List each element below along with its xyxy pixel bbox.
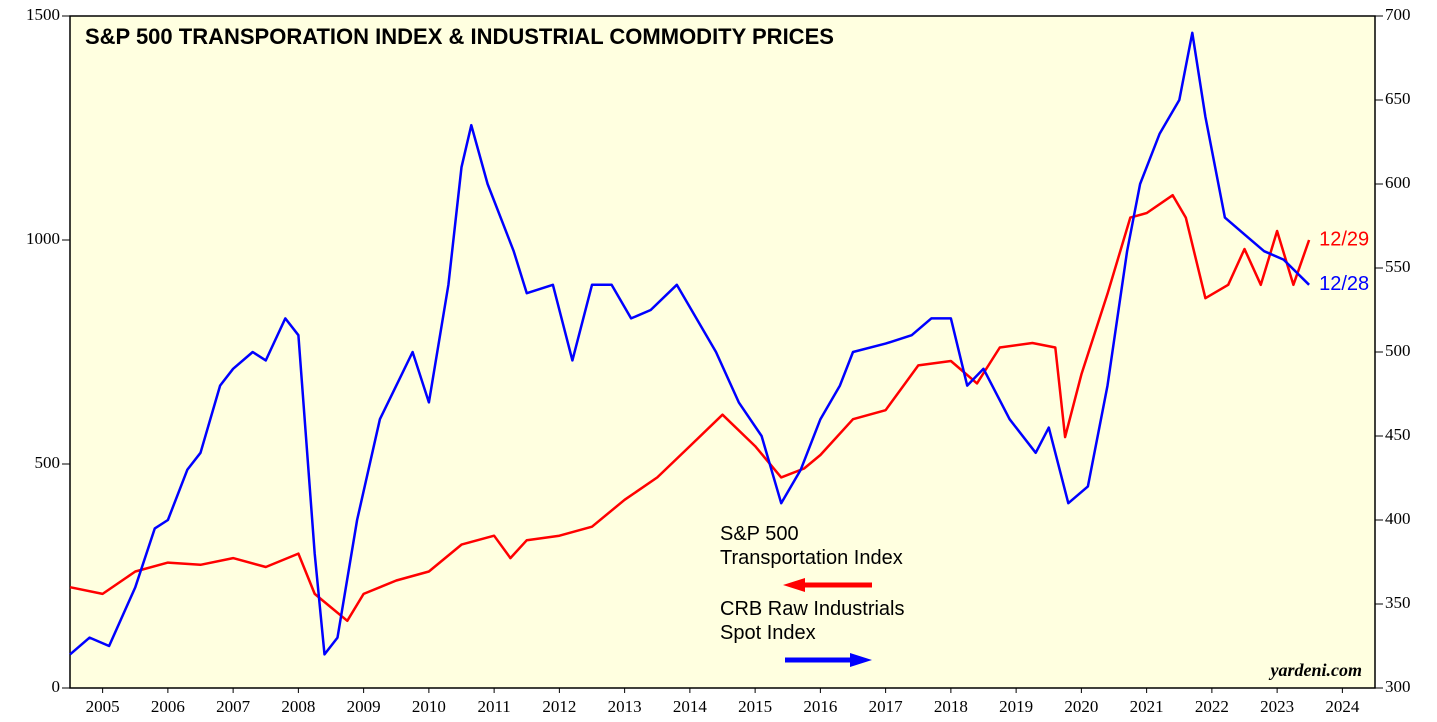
x-tick-label: 2005	[86, 697, 120, 716]
x-tick-label: 2013	[608, 697, 642, 716]
legend-label: S&P 500 Transportation Index	[720, 523, 903, 569]
y2-tick-label: 550	[1385, 257, 1411, 276]
legend-label: CRB Raw Industrials Spot Index	[720, 598, 905, 644]
y2-tick-label: 450	[1385, 425, 1411, 444]
x-tick-label: 2007	[216, 697, 251, 716]
x-tick-label: 2018	[934, 697, 968, 716]
x-tick-label: 2009	[347, 697, 381, 716]
x-tick-label: 2023	[1260, 697, 1294, 716]
y-tick-label: 500	[35, 453, 61, 472]
legend-arrowhead	[783, 578, 805, 592]
x-tick-label: 2012	[542, 697, 576, 716]
x-tick-label: 2022	[1195, 697, 1229, 716]
end-label: 12/28	[1319, 273, 1369, 295]
y2-tick-label: 600	[1385, 173, 1411, 192]
y2-tick-label: 700	[1385, 5, 1411, 24]
y-tick-label: 0	[52, 677, 61, 696]
source: yardeni.com	[1269, 660, 1363, 680]
y-tick-label: 1000	[26, 229, 60, 248]
x-tick-label: 2011	[477, 697, 510, 716]
x-tick-label: 2015	[738, 697, 772, 716]
y2-tick-label: 350	[1385, 593, 1411, 612]
legend-arrowhead	[850, 653, 872, 667]
x-tick-label: 2019	[999, 697, 1033, 716]
x-tick-label: 2016	[803, 697, 837, 716]
x-tick-label: 2020	[1064, 697, 1098, 716]
x-tick-label: 2024	[1325, 697, 1360, 716]
chart-title: S&P 500 TRANSPORATION INDEX & INDUSTRIAL…	[85, 24, 834, 49]
y-tick-label: 1500	[26, 5, 60, 24]
y2-tick-label: 650	[1385, 89, 1411, 108]
x-tick-label: 2017	[869, 697, 904, 716]
x-tick-label: 2021	[1130, 697, 1164, 716]
end-label: 12/29	[1319, 228, 1369, 250]
y2-tick-label: 400	[1385, 509, 1411, 528]
x-tick-label: 2008	[281, 697, 315, 716]
plot-area	[69, 15, 1376, 689]
series-line	[69, 31, 1310, 656]
x-tick-label: 2006	[151, 697, 185, 716]
x-tick-label: 2014	[673, 697, 708, 716]
y2-tick-label: 300	[1385, 677, 1411, 696]
x-tick-label: 2010	[412, 697, 446, 716]
y2-tick-label: 500	[1385, 341, 1411, 360]
